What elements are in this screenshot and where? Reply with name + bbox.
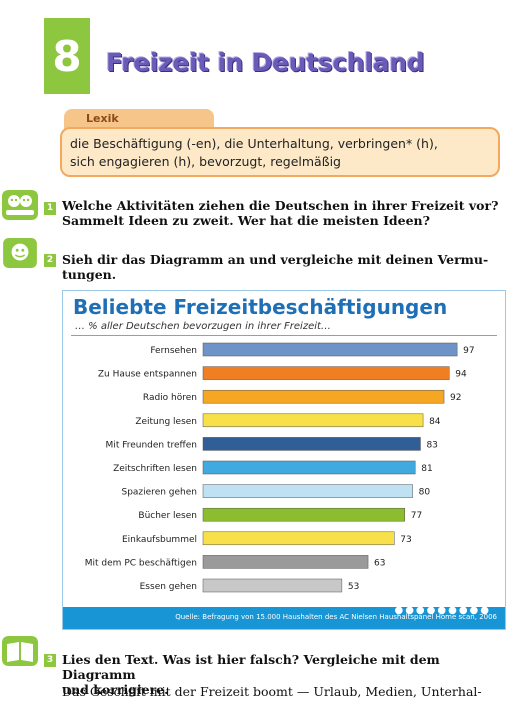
- value-label: 77: [411, 511, 422, 521]
- value-label: 94: [455, 370, 467, 380]
- reading-icon: [2, 636, 38, 666]
- chart-source: Quelle: Befragung von 15.000 Haushalten …: [175, 613, 497, 621]
- category-label: Zeitung lesen: [135, 417, 197, 427]
- task-1-number: 1: [44, 202, 56, 215]
- chart-subtitle: … % aller Deutschen bevorzugen in ihrer …: [75, 321, 331, 332]
- task-1-text: Welche Aktivitäten ziehen die Deutschen …: [62, 198, 502, 228]
- task-3-line-1: Lies den Text. Was ist hier falsch? Verg…: [62, 652, 440, 682]
- category-label: Fernsehen: [150, 346, 197, 356]
- chapter-title: Freizeit in Deutschland: [106, 48, 425, 77]
- lexik-line-1: die Beschäftigung (-en), die Unterhaltun…: [70, 136, 438, 151]
- lexik-tab: Lexik: [64, 109, 214, 129]
- bar: [202, 389, 445, 404]
- task-2-line-1: Sieh dir das Diagramm an und vergleiche …: [62, 252, 489, 267]
- value-label: 53: [348, 582, 359, 592]
- category-label: Radio hören: [143, 393, 197, 403]
- category-label: Essen gehen: [140, 582, 197, 592]
- category-label: Zeitschriften lesen: [113, 464, 197, 474]
- task-3-number: 3: [44, 654, 56, 667]
- category-label: Mit dem PC beschäftigen: [85, 558, 197, 568]
- lexik-line-2: sich engagieren (h), bevorzugt, regelmäß…: [70, 154, 341, 169]
- pair-work-icon: [2, 190, 38, 220]
- value-label: 80: [419, 488, 431, 498]
- value-label: 81: [421, 464, 432, 474]
- value-label: 73: [400, 535, 411, 545]
- task-2-line-2: tungen.: [62, 267, 117, 282]
- value-label: 97: [463, 346, 474, 356]
- value-label: 92: [450, 393, 461, 403]
- bar: [202, 531, 395, 546]
- task-1-line-2: Sammelt Ideen zu zweit. Wer hat die meis…: [62, 213, 430, 228]
- bar: [202, 413, 424, 428]
- chart-footer: ●●●●●●●●● Quelle: Befragung von 15.000 H…: [63, 605, 505, 629]
- chapter-number: 8: [44, 18, 90, 94]
- chart-divider: [71, 335, 497, 336]
- bar: [202, 437, 421, 451]
- task-3-text: Lies den Text. Was ist hier falsch? Verg…: [62, 652, 502, 697]
- bar: [202, 555, 369, 569]
- bar: [202, 342, 458, 357]
- category-label: Bücher lesen: [138, 511, 197, 521]
- body-paragraph: Das Geschäft mit der Freizeit boomt — Ur…: [62, 684, 482, 699]
- value-label: 84: [429, 417, 441, 427]
- lexik-body: die Beschäftigung (-en), die Unterhaltun…: [60, 127, 500, 177]
- category-label: Mit Freunden treffen: [106, 440, 197, 450]
- category-label: Einkaufsbummel: [122, 535, 197, 545]
- lexik-label: Lexik: [86, 112, 119, 125]
- task-3-line-2: und korrigiere.: [62, 682, 169, 697]
- bar: [202, 484, 413, 498]
- category-label: Spazieren gehen: [121, 488, 197, 498]
- bar: [202, 507, 405, 522]
- chart-bars: Fernsehen 97 Zu Hause entspannen 94 Radio hö…: [85, 342, 475, 593]
- value-label: 63: [374, 558, 385, 568]
- category-label: Zu Hause entspannen: [98, 370, 197, 380]
- bar: [202, 460, 416, 475]
- lexik-box: Lexik die Beschäftigung (-en), die Unter…: [60, 109, 500, 177]
- bar: [202, 366, 450, 380]
- freizeit-chart: Beliebte Freizeitbeschäftigungen … % all…: [62, 290, 506, 630]
- footer-dots: ●●●●●●●●●: [394, 605, 491, 616]
- bar: [202, 578, 343, 593]
- value-label: 83: [426, 440, 437, 450]
- look-icon: [3, 238, 37, 268]
- task-2-number: 2: [44, 254, 56, 267]
- chart-title: Beliebte Freizeitbeschäftigungen: [73, 295, 448, 319]
- task-2-text: Sieh dir das Diagramm an und vergleiche …: [62, 252, 502, 282]
- task-1-line-1: Welche Aktivitäten ziehen die Deutschen …: [62, 198, 499, 213]
